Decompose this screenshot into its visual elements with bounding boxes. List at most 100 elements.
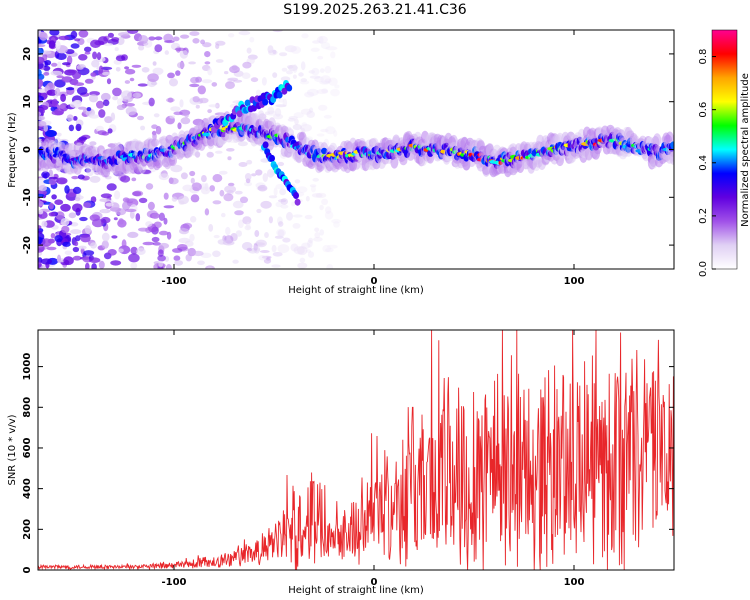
noise-blob: [268, 195, 278, 199]
spectrogram-ytick-label: -10: [22, 188, 33, 206]
noise-blob: [267, 106, 275, 115]
noise-blob: [314, 76, 324, 83]
noise-blob: [282, 98, 288, 107]
noise-blob: [324, 78, 332, 83]
noise-blob: [164, 50, 169, 55]
noise-blob: [290, 46, 302, 54]
noise-blob: [103, 99, 110, 107]
noise-blob: [124, 66, 130, 70]
snr-frame: [37, 329, 675, 571]
noise-blob: [279, 188, 287, 196]
noise-blob: [71, 175, 79, 180]
noise-blob: [192, 250, 204, 257]
noise-blob: [70, 30, 78, 39]
noise-blob: [226, 148, 235, 152]
noise-blob: [124, 208, 137, 213]
noise-blob: [56, 132, 62, 137]
noise-blob: [331, 218, 341, 224]
noise-blob: [278, 221, 284, 227]
noise-blob: [320, 128, 329, 133]
noise-blob: [158, 260, 163, 268]
noise-blob: [72, 82, 85, 86]
noise-blob: [127, 30, 139, 34]
snr-xtick-label: 0: [371, 577, 378, 588]
noise-blob: [66, 114, 74, 122]
noise-blob: [48, 202, 54, 210]
ridge-branch: [276, 91, 283, 99]
noise-blob: [227, 156, 232, 161]
noise-blob: [152, 67, 164, 76]
noise-blob: [333, 221, 340, 228]
noise-blob: [238, 30, 251, 36]
noise-blob: [177, 61, 185, 69]
noise-blob: [177, 122, 182, 130]
noise-blob: [281, 67, 288, 72]
noise-blob: [38, 115, 46, 121]
ridge-body: [670, 141, 674, 150]
noise-blob: [254, 230, 260, 237]
noise-blob: [138, 35, 149, 44]
noise-blob: [152, 242, 161, 246]
noise-blob: [132, 92, 142, 98]
noise-blob: [174, 260, 184, 266]
noise-blob: [319, 229, 325, 236]
noise-blob: [84, 46, 92, 53]
noise-blob: [308, 237, 314, 244]
noise-blob: [107, 32, 114, 38]
noise-blob: [307, 251, 315, 258]
noise-blob: [107, 249, 117, 256]
noise-blob: [147, 201, 155, 211]
ridge-halo: [151, 138, 159, 147]
noise-blob: [75, 123, 82, 132]
noise-blob: [180, 34, 190, 39]
noise-blob: [98, 109, 106, 118]
noise-blob: [271, 244, 277, 253]
noise-blob: [48, 40, 56, 49]
noise-blob: [114, 190, 121, 200]
noise-blob: [326, 264, 334, 269]
noise-blob: [212, 174, 223, 183]
noise-blob: [204, 208, 210, 216]
noise-blob: [105, 202, 114, 207]
noise-blob: [215, 43, 220, 49]
noise-blob: [287, 118, 296, 122]
noise-blob: [90, 72, 97, 77]
noise-blob: [62, 62, 71, 66]
noise-blob: [197, 85, 206, 95]
noise-blob: [90, 242, 97, 249]
colorbar-tick-label: 0.8: [698, 49, 709, 65]
noise-blob: [41, 220, 48, 228]
noise-blob: [48, 212, 56, 217]
noise-blob: [238, 162, 248, 167]
noise-blob: [234, 210, 244, 216]
noise-blob: [330, 88, 340, 97]
noise-blob: [78, 30, 89, 38]
noise-blob: [290, 243, 299, 252]
spectrogram-xtick-label: 0: [371, 276, 378, 287]
noise-blob: [299, 80, 310, 85]
noise-blob: [115, 67, 121, 72]
noise-blob: [190, 216, 197, 223]
noise-blob: [76, 86, 88, 95]
noise-blob: [277, 216, 283, 225]
noise-blob: [89, 214, 101, 222]
noise-blob: [277, 161, 285, 167]
snr-ytick-label: 600: [22, 437, 33, 458]
noise-blob: [84, 51, 91, 55]
noise-blob: [111, 37, 120, 42]
noise-blob: [276, 228, 286, 237]
noise-blob: [215, 59, 224, 63]
noise-blob: [318, 36, 324, 45]
noise-blob: [158, 230, 169, 236]
noise-blob: [284, 45, 297, 53]
noise-blob: [304, 91, 315, 98]
noise-blob: [172, 36, 180, 42]
noise-blob: [272, 49, 277, 55]
noise-blob: [127, 231, 139, 238]
noise-blob: [113, 217, 118, 221]
noise-blob: [301, 242, 311, 249]
noise-blob: [84, 78, 94, 84]
noise-blob: [170, 164, 183, 173]
noise-blob: [128, 253, 140, 263]
noise-blob: [138, 45, 145, 51]
